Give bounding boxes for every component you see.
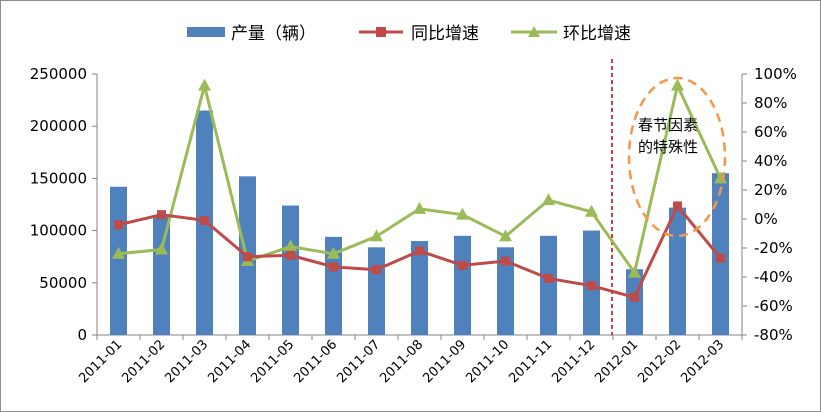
bar (368, 247, 385, 335)
bar (110, 186, 127, 335)
bar (497, 247, 514, 335)
x-axis-ticks: 2011-012011-022011-032011-042011-052011-… (76, 335, 743, 386)
x-tick-label: 2011-08 (377, 337, 426, 386)
series-point (630, 292, 639, 302)
x-tick-label: 2011-05 (248, 337, 297, 386)
series-point (284, 239, 297, 252)
series-point (628, 265, 641, 278)
x-tick-label: 2012-02 (635, 337, 684, 386)
left-tick-label: 150000 (30, 169, 87, 187)
x-tick-label: 2011-11 (506, 337, 555, 386)
series-point (157, 210, 166, 220)
left-axis-ticks: 250000 200000 150000 100000 50000 0 (30, 65, 97, 344)
series-point (329, 262, 338, 272)
x-tick-label: 2011-03 (162, 337, 211, 386)
series-point (456, 207, 469, 220)
left-tick-label: 100000 (30, 222, 87, 240)
bar (540, 235, 557, 335)
legend-label-output: 产量（辆） (231, 24, 316, 44)
series-point (671, 78, 684, 91)
series-point (501, 256, 510, 266)
right-tick-label: 40% (754, 152, 787, 170)
series-point (155, 242, 168, 255)
right-tick-label: 20% (754, 181, 787, 199)
x-tick-label: 2011-04 (205, 337, 254, 386)
x-tick-label: 2011-06 (291, 337, 340, 386)
legend-label-yoy: 同比增速 (411, 24, 479, 44)
right-tick-label: 0% (754, 210, 778, 228)
series-point (114, 220, 123, 230)
right-axis-ticks: 100% 80% 60% 40% 20% 0% -20% -40% -60% -80% (742, 65, 797, 344)
legend: 产量（辆） 同比增速 环比增速 (187, 24, 631, 44)
annotation-ellipse (627, 76, 727, 238)
series-point (673, 201, 682, 211)
series-point (415, 246, 424, 256)
series-point (499, 229, 512, 242)
x-tick-label: 2011-12 (549, 337, 598, 386)
legend-marker-yoy (376, 27, 386, 37)
series-point (585, 204, 598, 217)
series-point (243, 252, 252, 262)
bar (411, 241, 428, 335)
left-tick-label: 0 (77, 326, 87, 344)
series-point (542, 193, 555, 206)
legend-swatch-bar (187, 27, 225, 37)
series-point (370, 229, 383, 242)
legend-marker-mom (528, 26, 540, 37)
right-tick-label: 60% (754, 123, 787, 141)
bar (282, 205, 299, 335)
series-point (200, 215, 209, 225)
bar (454, 235, 471, 335)
x-tick-label: 2011-01 (76, 337, 125, 386)
left-tick-label: 200000 (30, 117, 87, 135)
right-tick-label: -60% (754, 297, 793, 315)
series-point (716, 253, 725, 263)
series-point (544, 273, 553, 283)
annotation: 春节因素 的特殊性 (627, 76, 727, 238)
x-tick-label: 2012-01 (592, 337, 641, 386)
x-tick-label: 2011-09 (420, 337, 469, 386)
bar (325, 236, 342, 335)
right-tick-label: -40% (754, 268, 793, 286)
right-tick-label: 100% (754, 65, 797, 83)
series-point (587, 281, 596, 291)
line-series (112, 78, 727, 302)
right-tick-label: -20% (754, 239, 793, 257)
left-tick-label: 250000 (30, 65, 87, 83)
series-point (286, 250, 295, 260)
x-tick-label: 2012-03 (678, 337, 727, 386)
x-tick-label: 2011-10 (463, 337, 512, 386)
series-point (198, 78, 211, 91)
right-tick-label: -80% (754, 326, 793, 344)
bar (626, 269, 643, 335)
annotation-line-2: 的特殊性 (638, 138, 698, 156)
left-tick-label: 50000 (39, 274, 87, 292)
series-point (112, 246, 125, 259)
bar (153, 217, 170, 335)
right-tick-label: 80% (754, 94, 787, 112)
series-point (413, 201, 426, 214)
series-point (458, 260, 467, 270)
annotation-line-1: 春节因素 (638, 116, 698, 134)
series-point (372, 265, 381, 275)
series-point (327, 246, 340, 259)
x-tick-label: 2011-02 (119, 337, 168, 386)
x-tick-label: 2011-07 (334, 337, 383, 386)
bar (669, 207, 686, 335)
legend-label-mom: 环比增速 (563, 24, 631, 44)
